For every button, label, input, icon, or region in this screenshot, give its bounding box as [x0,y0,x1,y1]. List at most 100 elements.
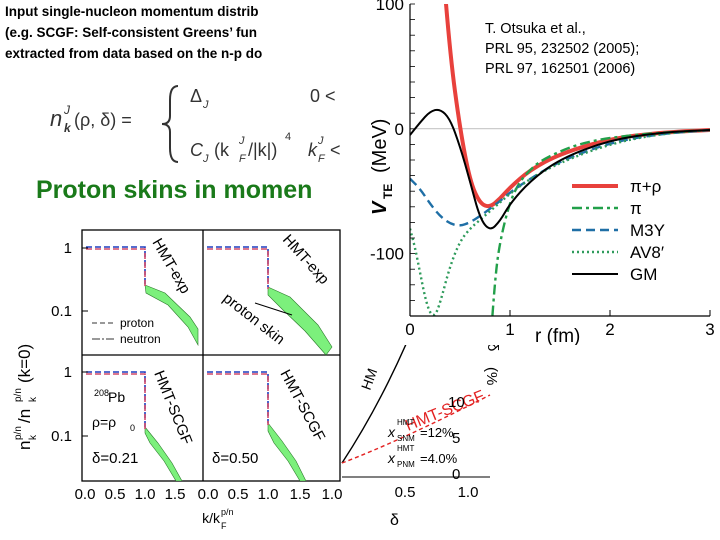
vte-ylabel-unit: (MeV) [369,119,391,173]
ylabel-sub: k [28,434,39,440]
vte-ytick-label: 0 [395,120,404,139]
vte-legend-label: AV8′ [630,243,664,262]
label-density-sub: 0 [130,423,135,433]
xtick-7: 1.5 [290,486,311,503]
delta-ytick-10: 10 [448,394,465,411]
vte-legend-label: π+ρ [630,177,661,196]
formula-row1-expr: Δ [190,86,202,106]
proton-line-top-right [207,246,269,287]
legend-proton: proton [120,316,154,330]
vte-ytick-label: 100 [376,0,404,14]
formula-lhs-sup: J [63,103,71,117]
ylabel-tail-sub: k [28,396,39,402]
formula-lhs: n [50,106,62,131]
label-hmt-scgf-left: HMT-SCGF [150,368,195,447]
delta-ylabel-prefix: δ [484,345,500,351]
label-delta-left: δ=0.21 [92,450,138,467]
neutron-line-bottom-left [86,373,146,429]
hm-curve [341,345,407,464]
formula-row2-pow: 4 [285,131,291,143]
label-density: ρ=ρ [92,414,116,430]
ylabel-end: (k=0) [15,344,34,383]
label-nucleus: Pb [108,389,125,405]
formula-row2-expr: C [190,140,204,160]
vte-xtick-label: 0 [405,320,414,339]
neutron-line-bottom-right [207,373,269,425]
xtick-4: 0.0 [198,486,219,503]
vte-ytick-label: -100 [370,245,404,264]
vte-ylabel-sub: TE [381,184,395,199]
intro-line-1: Input single-nucleon momentum distrib [5,4,259,19]
label-hmt-exp-right: HMT-exp [279,231,332,288]
formula-row2-cond-k: k [308,140,318,160]
formula-row1-cond: 0 < [310,86,336,106]
fill-bottom-right [267,422,307,481]
formula-row2-tail: /|k|) [248,140,277,160]
formula-row2-sub: J [202,153,209,165]
label-delta-right: δ=0.50 [212,450,258,467]
vte-xtick-label: 1 [505,320,514,339]
neutron-line-top-left [86,248,146,287]
formula-row2-cond-tail: < [330,140,341,160]
citation-line-2: PRL 95, 232502 (2005); [485,41,639,57]
ylabel-momentum: n p/n k /n p/n k (k=0) [13,344,39,450]
xlabel-main: k/k [202,510,221,526]
fill-top-left [144,284,199,347]
vte-legend-label: π [630,199,642,218]
vte-legend-label: M3Y [630,221,665,240]
xtick-5: 0.5 [228,486,249,503]
vte-legend-label: GM [630,265,657,284]
proton-skin-pointer [254,302,293,316]
annot-pnm-var: x [387,450,396,466]
delta-ylabel: (% [483,367,500,385]
proton-line-bottom-right [207,371,269,423]
annot-pnm-sub: PNM [397,460,415,469]
delta-ytick-0: 0 [452,466,460,483]
vte-series-1 [491,128,710,316]
ytick-top-1: 1 [64,240,72,257]
vte-series-4 [410,108,710,230]
formula-brace [161,85,179,163]
xlabel-sub: F [221,521,227,531]
fill-top-right [267,286,333,356]
momentum-formula: n k J (ρ, δ) = Δ J 0 < C J (k F J /|k|) … [50,85,341,165]
formula-row1-sub: J [202,99,209,111]
xlabel-sup: p/n [221,507,234,517]
ytick-top-01: 0.1 [51,303,72,320]
formula-row2-mid: (k [214,140,230,160]
citation-line-3: PRL 97, 162501 (2006) [485,61,635,77]
formula-row2-fsup: J [238,135,245,147]
xtick-8: 1.0 [322,486,343,503]
legend-neutron: neutron [120,332,161,346]
delta-figure: HM HMT-SCGF 0.5 1.0 δ x HMT SNM =12% x H… [341,345,500,529]
ylabel-n: n [15,441,34,450]
xtick-6: 1.0 [258,486,279,503]
annot-snm-sub: SNM [397,434,415,443]
ytick-bottom-01: 0.1 [51,428,72,445]
citation-line-1: T. Otsuka et al., [485,21,586,37]
ylabel-tail-sup: p/n [13,388,24,402]
tensor-potential-chart: 0 1 2 3 100 0 -100 V TE (MeV) r (fm) π+ρ π M3Y AV… [360,0,720,345]
hmt-scgf-curve [341,394,491,464]
vte-xlabel: r (fm) [535,326,580,345]
delta-xtick-05: 0.5 [395,484,416,501]
ylabel-sup: p/n [13,426,24,440]
label-hmt-exp-left: HMT-exp [149,236,194,297]
vte-series-2 [410,128,710,227]
formula-lhs-sub: k [64,121,72,135]
delta-ytick-5: 5 [452,430,460,447]
formula-row2-fsub: F [239,153,247,165]
neutron-line-top-right [207,248,269,289]
ytick-bottom-1: 1 [64,364,72,381]
formula-row2-cond-sup: J [317,135,324,147]
annot-pnm-sup: HMT [397,444,414,453]
annot-snm-value: =12% [420,425,454,440]
delta-xtick-10: 1.0 [458,484,479,501]
annot-snm-var: x [387,424,396,440]
label-hmt-scgf-right: HMT-SCGF [276,367,328,444]
xtick-3: 1.5 [165,486,186,503]
fill-bottom-left [144,426,183,481]
proton-line-top-left [86,246,146,285]
intro-line-3: extracted from data based on the n-p do [5,46,263,61]
citation: T. Otsuka et al., PRL 95, 232502 (2005);… [485,21,639,77]
